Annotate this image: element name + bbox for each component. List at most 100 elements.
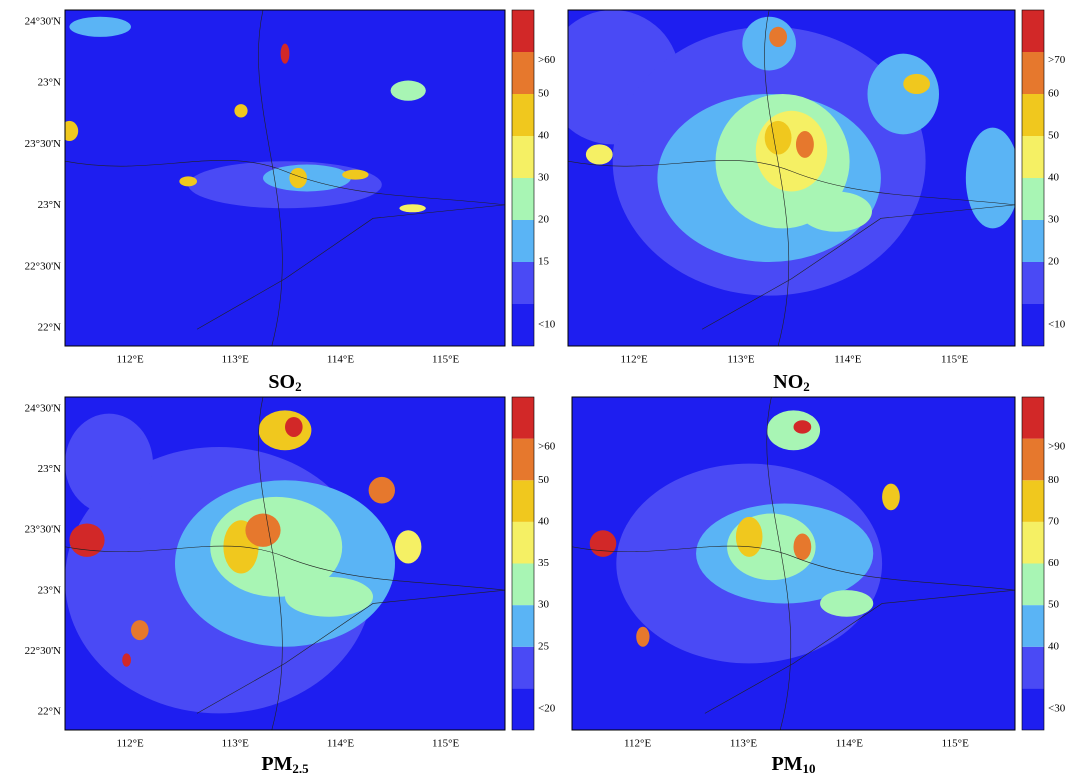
legend-swatch [512, 262, 534, 304]
legend-swatch [1022, 647, 1044, 689]
concentration-area [285, 577, 373, 617]
map [546, 10, 1020, 346]
legend-label: 80 [1048, 474, 1060, 486]
concentration-area [794, 420, 812, 433]
title-main: SO [268, 371, 295, 393]
figure: 24°30'N 23°N 23°30'N 23°N 22°30'N 22°N 112°E 11… [0, 0, 1069, 773]
legend-swatch [1022, 522, 1044, 564]
lat-label: 24°30'N [25, 16, 61, 28]
concentration-area [765, 121, 792, 155]
legend-label: <30 [1048, 703, 1066, 715]
legend-swatch [512, 688, 534, 730]
legend-swatch [1022, 564, 1044, 606]
concentration-area [903, 74, 930, 94]
lon-label: 113°E [222, 354, 249, 366]
lon-label: 114°E [834, 354, 861, 366]
lon-label: 114°E [836, 738, 863, 750]
lat-label: 23°30'N [25, 138, 61, 150]
legend-label: <10 [1048, 319, 1066, 331]
legend-label: >70 [1048, 54, 1066, 66]
legend-label: 50 [1048, 599, 1060, 611]
lon-label: 113°E [222, 738, 249, 750]
legend-swatch [512, 52, 534, 94]
lon-label: 114°E [327, 738, 354, 750]
concentration-area [245, 514, 280, 547]
lat-label: 22°30'N [25, 260, 61, 272]
legend-label: 20 [1048, 256, 1060, 268]
lon-label: 115°E [942, 738, 969, 750]
concentration-area [636, 627, 649, 647]
title-sub: 10 [803, 761, 816, 773]
legend-swatch [512, 10, 534, 52]
legend-swatch [1022, 688, 1044, 730]
legend-swatch [512, 480, 534, 522]
concentration-area [122, 653, 131, 666]
legend-label: 60 [1048, 88, 1060, 100]
concentration-area [69, 524, 104, 557]
lat-label: 23°N [38, 584, 61, 596]
legend-swatch [1022, 397, 1044, 439]
concentration-area [882, 484, 900, 511]
legend-label: >60 [538, 440, 556, 452]
legend-swatch [1022, 262, 1044, 304]
title-sub: 2.5 [292, 761, 309, 773]
legend-swatch [1022, 136, 1044, 178]
lat-label: 22°30'N [25, 645, 61, 657]
title-main: NO [773, 371, 803, 393]
concentration-area [867, 54, 939, 135]
legend-swatch [512, 522, 534, 564]
title-sub: 2 [295, 379, 302, 394]
legend-label: 50 [538, 88, 550, 100]
title-sub: 2 [803, 379, 810, 394]
lon-label: 112°E [621, 354, 648, 366]
legend-label: >90 [1048, 440, 1066, 452]
concentration-area [794, 534, 812, 561]
legend-label: 40 [538, 515, 550, 527]
concentration-area [65, 414, 153, 514]
legend-swatch [1022, 605, 1044, 647]
concentration-area [796, 131, 814, 158]
lat-label: 23°30'N [25, 524, 61, 536]
legend-label: 25 [538, 640, 550, 652]
concentration-area [756, 111, 828, 192]
concentration-area [285, 417, 303, 437]
legend-label: 35 [538, 557, 550, 569]
legend-swatch [512, 397, 534, 439]
concentration-area [369, 477, 395, 504]
panel-title: SO2 [268, 371, 301, 394]
legend-swatch [512, 605, 534, 647]
concentration-area [342, 170, 368, 180]
legend-swatch [1022, 220, 1044, 262]
legend-swatch [1022, 304, 1044, 346]
lon-label: 114°E [327, 354, 354, 366]
legend-swatch [1022, 52, 1044, 94]
lat-label: 23°N [38, 463, 61, 475]
concentration-area [966, 128, 1020, 229]
lon-label: 115°E [941, 354, 968, 366]
lon-label: 115°E [432, 354, 459, 366]
concentration-area [820, 590, 873, 617]
legend-label: >60 [538, 54, 556, 66]
legend-label: 40 [1048, 172, 1060, 184]
legend-swatch [512, 439, 534, 481]
concentration-area [767, 410, 820, 450]
concentration-area [69, 17, 131, 37]
legend-label: 50 [1048, 130, 1060, 142]
legend-swatch [1022, 10, 1044, 52]
map [572, 397, 1015, 730]
legend-label: 50 [538, 474, 550, 486]
title-main: PM [261, 753, 292, 773]
legend-label: <10 [538, 319, 556, 331]
legend-swatch [512, 304, 534, 346]
concentration-area [586, 144, 613, 164]
lon-label: 112°E [117, 354, 144, 366]
legend-swatch [512, 564, 534, 606]
legend-swatch [512, 647, 534, 689]
legend-label: 15 [538, 256, 550, 268]
legend-label: 70 [1048, 515, 1060, 527]
lat-label: 22°N [38, 706, 61, 718]
concentration-area [399, 204, 425, 212]
concentration-area [259, 410, 312, 450]
concentration-area [391, 81, 426, 101]
lon-label: 115°E [432, 738, 459, 750]
